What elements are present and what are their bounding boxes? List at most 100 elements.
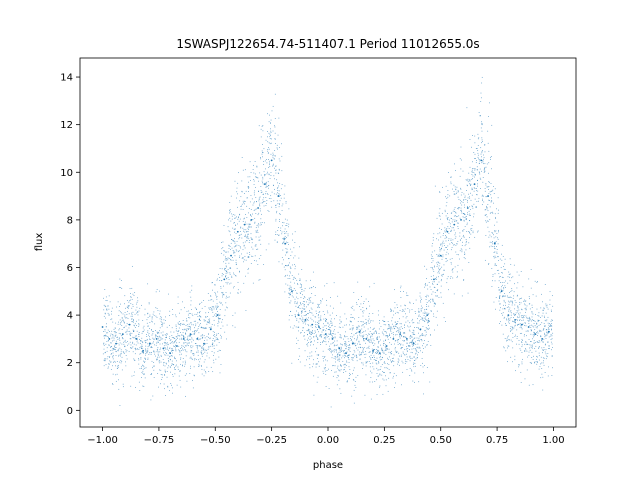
data-point <box>128 306 129 308</box>
data-point <box>157 351 159 353</box>
data-point <box>141 376 142 378</box>
data-point <box>551 323 553 325</box>
data-point <box>354 338 355 340</box>
data-point <box>128 305 130 307</box>
data-point <box>252 248 254 250</box>
data-point <box>450 229 452 231</box>
data-point <box>279 213 281 214</box>
data-point <box>131 307 133 309</box>
data-point <box>180 332 181 333</box>
data-point <box>255 236 257 238</box>
data-point <box>289 292 291 294</box>
data-point <box>456 243 458 244</box>
data-point <box>474 236 476 238</box>
data-point <box>142 370 144 372</box>
data-point <box>281 170 283 172</box>
data-point <box>510 297 512 299</box>
data-point <box>463 217 465 219</box>
data-point <box>419 316 421 317</box>
data-point <box>224 267 226 269</box>
data-point <box>162 323 164 325</box>
data-point <box>227 276 229 278</box>
data-point <box>362 364 364 366</box>
data-point <box>393 328 395 330</box>
data-point <box>518 313 519 315</box>
data-point <box>440 243 442 245</box>
data-point <box>327 323 329 324</box>
data-point <box>352 379 354 380</box>
data-point <box>497 212 499 214</box>
data-point <box>139 353 141 355</box>
data-point <box>501 276 503 278</box>
data-point <box>268 243 270 245</box>
data-point <box>372 342 373 344</box>
data-point <box>188 328 189 330</box>
data-point <box>194 343 196 344</box>
data-point <box>163 341 165 343</box>
data-point <box>504 316 506 318</box>
data-point <box>277 182 278 184</box>
data-point <box>445 235 446 236</box>
data-point <box>313 340 315 342</box>
data-point <box>170 364 172 366</box>
data-point <box>550 334 552 335</box>
data-point <box>536 308 538 310</box>
data-point <box>103 337 105 339</box>
data-point <box>222 292 224 294</box>
data-point <box>465 179 467 181</box>
data-point <box>351 308 353 309</box>
data-point <box>294 268 296 270</box>
data-point <box>277 230 279 231</box>
data-point <box>254 209 256 211</box>
data-point <box>383 361 385 363</box>
data-point <box>456 186 458 188</box>
data-point <box>494 216 496 218</box>
data-point <box>172 392 173 394</box>
data-point <box>208 322 210 324</box>
data-point <box>229 267 231 269</box>
data-point <box>450 230 452 232</box>
data-point <box>545 358 547 360</box>
data-point <box>408 329 410 331</box>
data-point <box>308 358 310 360</box>
data-point <box>373 282 375 284</box>
data-point <box>246 205 248 207</box>
data-point <box>309 355 311 357</box>
data-point <box>260 190 262 191</box>
data-point <box>454 215 456 217</box>
data-point <box>353 349 355 351</box>
data-point <box>438 272 440 274</box>
data-point <box>353 309 355 311</box>
data-point <box>371 357 373 358</box>
data-point <box>123 319 124 321</box>
data-point <box>484 190 486 192</box>
data-point <box>368 318 370 320</box>
data-point <box>211 282 213 284</box>
data-point <box>225 275 227 277</box>
data-point <box>397 363 399 365</box>
data-point <box>548 324 550 326</box>
data-point <box>138 331 140 333</box>
data-point <box>286 237 287 239</box>
data-point <box>406 340 408 341</box>
data-point <box>417 343 419 345</box>
data-point <box>478 197 480 199</box>
data-point <box>362 315 364 317</box>
data-point <box>367 321 369 323</box>
data-point <box>163 322 165 324</box>
data-point <box>238 238 240 240</box>
data-point <box>305 320 307 322</box>
data-point <box>533 331 535 333</box>
data-point <box>369 333 371 335</box>
x-tick-label: 0.00 <box>317 435 339 446</box>
data-point <box>365 338 368 340</box>
data-point <box>207 348 209 350</box>
data-point <box>231 218 233 220</box>
data-point <box>551 375 553 376</box>
data-point <box>211 306 213 308</box>
data-point <box>543 357 545 359</box>
data-point <box>230 213 232 215</box>
data-point <box>466 179 468 181</box>
data-point <box>169 347 171 349</box>
data-point <box>471 174 473 175</box>
